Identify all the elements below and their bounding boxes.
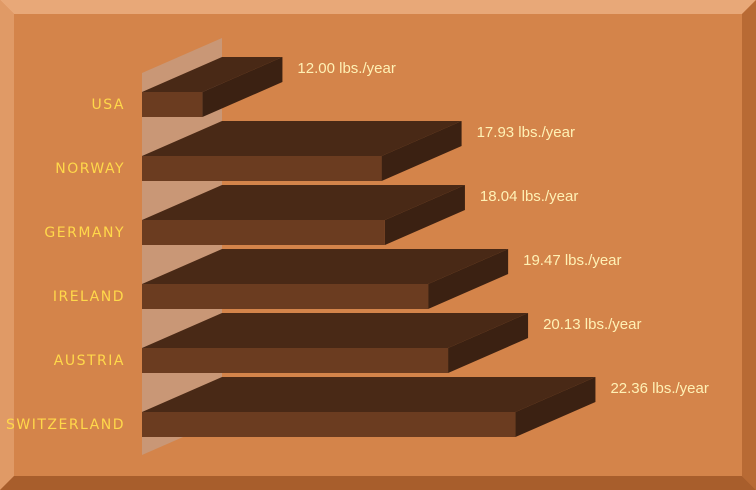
- bar: [142, 92, 203, 117]
- bevel-left: [0, 0, 14, 490]
- bar: [142, 284, 429, 309]
- bar-top: [142, 313, 529, 348]
- category-label: GERMANY: [44, 225, 125, 241]
- value-label: 17.93 lbs./year: [477, 124, 575, 141]
- bevel-top: [0, 0, 756, 14]
- bar-side: [384, 185, 465, 245]
- bar-side: [448, 313, 529, 373]
- bar: [142, 220, 385, 245]
- category-label: USA: [92, 97, 125, 113]
- bar-top: [142, 185, 465, 220]
- value-label: 19.47 lbs./year: [523, 252, 621, 269]
- category-label: AUSTRIA: [54, 353, 125, 369]
- bevel-bottom: [0, 476, 756, 490]
- bar-top: [142, 57, 283, 92]
- category-label: IRELAND: [53, 289, 125, 305]
- bar-top: [142, 121, 462, 156]
- bevel-right: [742, 0, 756, 490]
- bar-top: [142, 249, 509, 284]
- bar-side: [515, 377, 596, 437]
- value-label: 18.04 lbs./year: [480, 188, 578, 205]
- bar-side: [428, 249, 509, 309]
- bar-top: [142, 377, 596, 412]
- bar-side: [381, 121, 462, 181]
- value-label: 12.00 lbs./year: [297, 60, 395, 77]
- bar: [142, 412, 516, 437]
- bar: [142, 348, 449, 373]
- bar-side: [202, 57, 283, 117]
- value-label: 20.13 lbs./year: [543, 316, 641, 333]
- category-label: NORWAY: [55, 161, 125, 177]
- bar: [142, 156, 382, 181]
- category-label: SWITZERLAND: [6, 417, 125, 433]
- value-label: 22.36 lbs./year: [610, 380, 708, 397]
